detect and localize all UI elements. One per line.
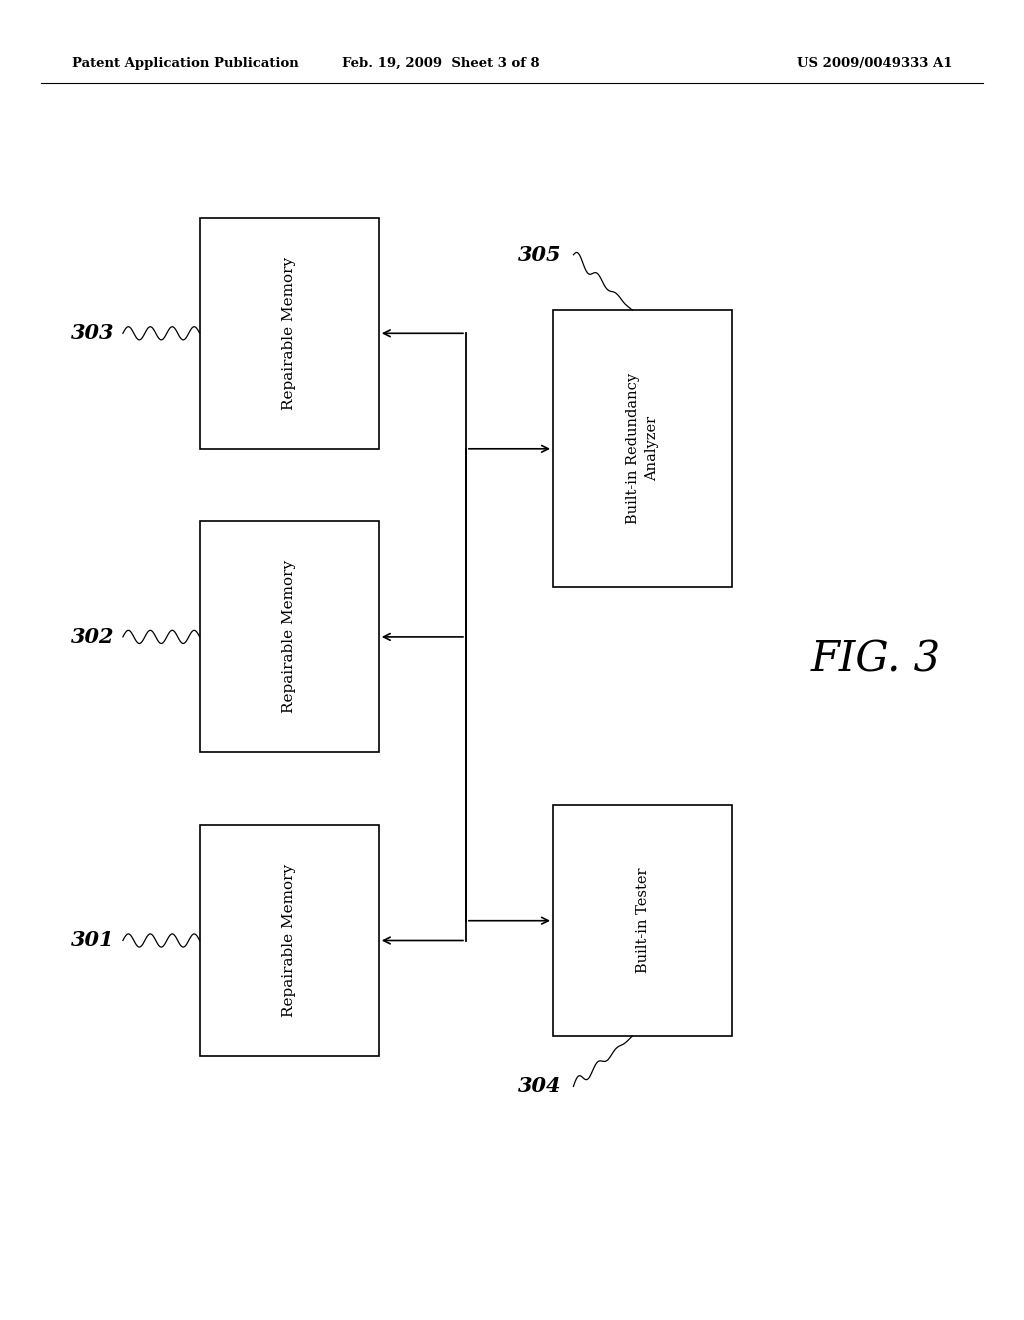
Text: 301: 301 bbox=[72, 931, 115, 950]
Text: 305: 305 bbox=[518, 244, 561, 265]
Text: Repairable Memory: Repairable Memory bbox=[283, 560, 296, 714]
Bar bbox=[553, 310, 732, 587]
Text: Repairable Memory: Repairable Memory bbox=[283, 256, 296, 411]
Text: Repairable Memory: Repairable Memory bbox=[283, 863, 296, 1018]
Text: FIG. 3: FIG. 3 bbox=[810, 639, 941, 681]
Bar bbox=[200, 218, 379, 449]
Text: Built-in Redundancy
Analyzer: Built-in Redundancy Analyzer bbox=[627, 374, 658, 524]
Text: 303: 303 bbox=[72, 323, 115, 343]
Bar bbox=[200, 825, 379, 1056]
Text: 302: 302 bbox=[72, 627, 115, 647]
Bar bbox=[553, 805, 732, 1036]
Text: Patent Application Publication: Patent Application Publication bbox=[72, 57, 298, 70]
Text: Built-in Tester: Built-in Tester bbox=[636, 869, 649, 973]
Text: US 2009/0049333 A1: US 2009/0049333 A1 bbox=[797, 57, 952, 70]
Bar bbox=[200, 521, 379, 752]
Text: 304: 304 bbox=[518, 1076, 561, 1097]
Text: Feb. 19, 2009  Sheet 3 of 8: Feb. 19, 2009 Sheet 3 of 8 bbox=[342, 57, 539, 70]
